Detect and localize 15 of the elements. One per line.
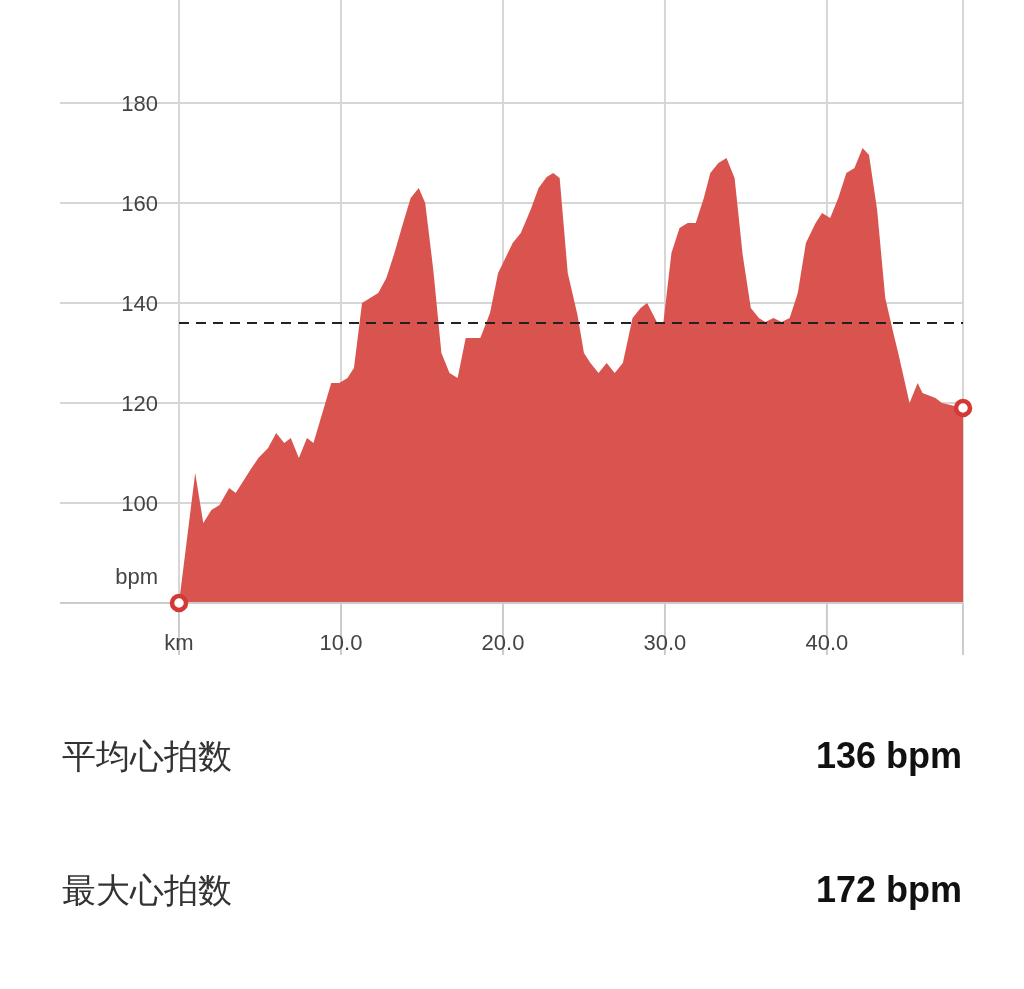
x-tick-label: 20.0 [481,630,525,655]
y-axis-title: bpm [115,564,158,589]
y-tick-label: 140 [121,291,158,316]
y-tick-label: 100 [121,491,158,516]
x-tick-label: 40.0 [805,630,849,655]
x-tick-label: km [164,630,194,655]
y-tick-label: 160 [121,191,158,216]
text: 136 bpm [815,735,962,776]
x-tick-label: 10.0 [319,630,363,655]
y-tick-label: 120 [121,391,158,416]
text: 最大心拍数 [62,871,232,909]
text: 平均心拍数 [62,737,232,775]
x-tick-label: 30.0 [643,630,687,655]
y-tick-label: 180 [121,91,158,116]
text: 172 bpm [815,869,962,910]
